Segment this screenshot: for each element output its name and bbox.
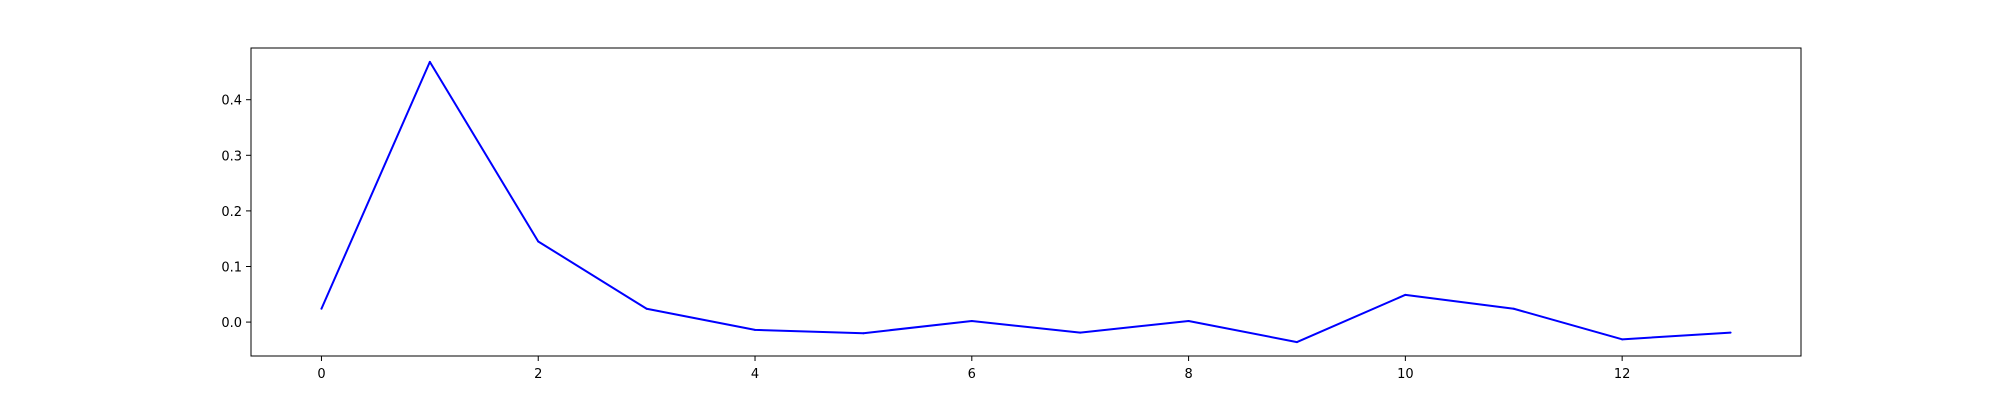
x-tick-label: 12: [1614, 367, 1631, 382]
y-tick-label: 0.3: [221, 149, 242, 164]
data-point: [862, 332, 865, 335]
data-point: [1512, 307, 1515, 310]
y-axis: 0.0 0.1 0.2 0.3 0.4: [221, 94, 251, 331]
y-tick-label: 0.2: [221, 205, 242, 220]
data-point: [970, 319, 973, 322]
series-group: [320, 60, 1732, 344]
data-point: [754, 328, 757, 331]
y-tick-label: 0.0: [221, 316, 242, 331]
data-point: [320, 307, 323, 310]
x-tick-label: 2: [534, 367, 542, 382]
x-tick-label: 8: [1184, 367, 1192, 382]
data-point: [1404, 293, 1407, 296]
data-point: [645, 307, 648, 310]
x-tick-label: 0: [317, 367, 325, 382]
series-line: [320, 60, 1731, 344]
data-point: [1187, 319, 1190, 322]
x-tick-label: 4: [751, 367, 759, 382]
data-point: [428, 60, 431, 63]
y-tick-label: 0.4: [221, 94, 242, 109]
data-point: [1295, 341, 1298, 344]
data-point: [1621, 338, 1624, 341]
data-point: [1079, 331, 1082, 334]
x-tick-label: 6: [968, 367, 976, 382]
plot-area: [250, 47, 1802, 357]
data-point: [1729, 331, 1732, 334]
x-tick-label: 10: [1397, 367, 1414, 382]
x-axis: 0 2 4 6 8 10 12: [317, 356, 1630, 382]
data-point: [537, 240, 540, 243]
y-tick-label: 0.1: [221, 260, 242, 275]
